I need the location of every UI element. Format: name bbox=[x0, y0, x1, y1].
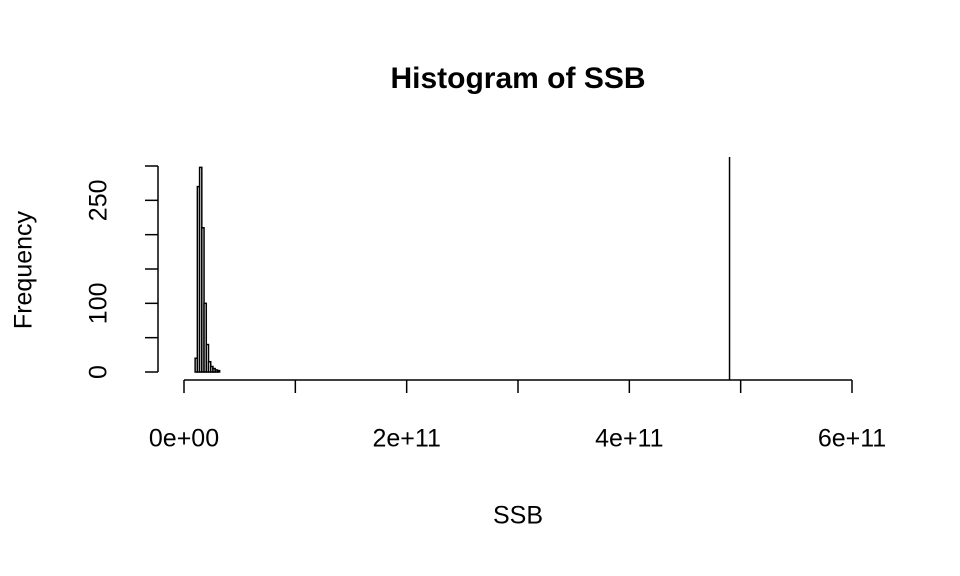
bar bbox=[203, 302, 208, 373]
x-axis-label: SSB bbox=[493, 502, 543, 530]
chart-title: Histogram of SSB bbox=[390, 62, 645, 95]
y-axis-label: Frequency bbox=[10, 210, 38, 329]
y-tick-label: 0 bbox=[85, 365, 113, 379]
y-tick-label: 250 bbox=[85, 179, 113, 221]
x-tick-label: 4e+11 bbox=[595, 425, 663, 453]
x-tick-label: 2e+11 bbox=[372, 425, 440, 453]
bar bbox=[205, 343, 210, 373]
y-tick-label: 100 bbox=[85, 282, 113, 324]
bar bbox=[216, 369, 221, 373]
bar bbox=[201, 227, 205, 373]
x-tick-label: 6e+11 bbox=[818, 425, 886, 453]
x-tick-label: 0e+00 bbox=[149, 425, 219, 453]
